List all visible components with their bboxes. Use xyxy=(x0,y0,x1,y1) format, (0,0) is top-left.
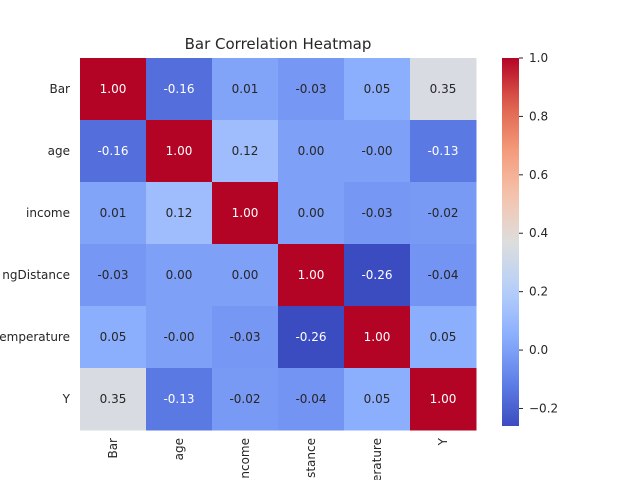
x-tick-label: Bar xyxy=(106,438,120,459)
colorbar-ticks: −0.2 0.0 0.2 0.4 0.6 0.8 1.0 xyxy=(519,51,558,415)
y-axis-labels: Bar age income ngDistance emperature Y xyxy=(0,82,71,406)
heatmap-cell-r4-c1 xyxy=(146,306,213,369)
cell-value-label: -0.03 xyxy=(229,330,260,344)
heatmap-cell-r2-c0 xyxy=(80,182,147,245)
colorbar-tick-label: −0.2 xyxy=(529,401,558,415)
heatmap-cells: 1.00 -0.16 0.01 -0.03 0.05 0.35 -0.16 1.00 0.12 0… xyxy=(80,58,477,431)
x-axis-labels: Bar age ncome stance erature Y xyxy=(106,437,450,480)
heatmap-cell-r1-c5 xyxy=(410,120,477,183)
cell-value-label: 0.35 xyxy=(100,392,127,406)
y-tick-label: Y xyxy=(62,392,71,406)
cell-value-label: 0.00 xyxy=(232,268,259,282)
heatmap-cell-r3-c4 xyxy=(344,244,411,307)
heatmap-cell-r0-c5 xyxy=(410,58,477,121)
colorbar-tick-label: 0.0 xyxy=(529,343,548,357)
cell-value-label: -0.26 xyxy=(295,330,326,344)
cell-value-label: 0.00 xyxy=(298,206,325,220)
heatmap-cell-r5-c1 xyxy=(146,368,213,431)
colorbar-tick-label: 1.0 xyxy=(529,51,548,65)
heatmap-cell-r3-c0 xyxy=(80,244,147,307)
cell-value-label: -0.02 xyxy=(427,206,458,220)
heatmap-cell-r1-c1 xyxy=(146,120,213,183)
x-tick-label: age xyxy=(172,438,186,460)
cell-value-label: 0.05 xyxy=(430,330,457,344)
cell-value-label: -0.16 xyxy=(97,144,128,158)
y-tick-label: ngDistance xyxy=(2,268,70,282)
y-tick-label: Bar xyxy=(49,82,70,96)
cell-value-label: -0.03 xyxy=(361,206,392,220)
heatmap-cell-r4-c0 xyxy=(80,306,147,369)
heatmap-cell-r0-c4 xyxy=(344,58,411,121)
cell-value-label: -0.13 xyxy=(427,144,458,158)
cell-value-label: 1.00 xyxy=(100,82,127,96)
x-tick-label: erature xyxy=(370,438,384,480)
heatmap-cell-r5-c5 xyxy=(410,368,477,431)
heatmap-cell-r4-c4 xyxy=(344,306,411,369)
cell-value-label: 0.00 xyxy=(166,268,193,282)
heatmap-cell-r0-c2 xyxy=(212,58,279,121)
cell-value-label: 0.12 xyxy=(232,144,259,158)
heatmap-cell-r2-c3 xyxy=(278,182,345,245)
colorbar-tick-label: 0.4 xyxy=(529,226,548,240)
x-tick-label: Y xyxy=(436,437,450,446)
x-tick-label: ncome xyxy=(238,438,252,479)
cell-value-label: 1.00 xyxy=(430,392,457,406)
cell-value-label: -0.04 xyxy=(427,268,458,282)
heatmap-cell-r4-c3 xyxy=(278,306,345,369)
heatmap-cell-r2-c4 xyxy=(344,182,411,245)
heatmap-cell-r4-c2 xyxy=(212,306,279,369)
heatmap-cell-r1-c4 xyxy=(344,120,411,183)
x-tick-label: stance xyxy=(304,438,318,478)
cell-value-label: -0.13 xyxy=(163,392,194,406)
y-tick-label: age xyxy=(48,144,70,158)
cell-value-label: 1.00 xyxy=(232,206,259,220)
heatmap-cell-r2-c5 xyxy=(410,182,477,245)
cell-value-label: 0.35 xyxy=(430,82,457,96)
cell-value-label: 1.00 xyxy=(166,144,193,158)
cell-value-label: 1.00 xyxy=(364,330,391,344)
heatmap-cell-r5-c0 xyxy=(80,368,147,431)
cell-value-label: 0.05 xyxy=(364,392,391,406)
cell-value-label: 0.05 xyxy=(364,82,391,96)
colorbar-tick-label: 0.8 xyxy=(529,109,548,123)
heatmap-cell-r5-c2 xyxy=(212,368,279,431)
colorbar-tick-label: 0.2 xyxy=(529,285,548,299)
heatmap-cell-r0-c0 xyxy=(80,58,147,121)
heatmap-cell-r3-c2 xyxy=(212,244,279,307)
colorbar-tick-label: 0.6 xyxy=(529,168,548,182)
cell-value-label: 0.12 xyxy=(166,206,193,220)
cell-value-label: -0.16 xyxy=(163,82,194,96)
heatmap-cell-r1-c2 xyxy=(212,120,279,183)
cell-value-label: 0.05 xyxy=(100,330,127,344)
heatmap-cell-r0-c3 xyxy=(278,58,345,121)
heatmap-cell-r2-c1 xyxy=(146,182,213,245)
heatmap-cell-r4-c5 xyxy=(410,306,477,369)
cell-value-label: -0.00 xyxy=(163,330,194,344)
heatmap-cell-r2-c2 xyxy=(212,182,279,245)
y-tick-label: income xyxy=(26,206,70,220)
heatmap-cell-r3-c5 xyxy=(410,244,477,307)
heatmap-cell-r5-c3 xyxy=(278,368,345,431)
heatmap-cell-r3-c3 xyxy=(278,244,345,307)
heatmap-cell-r0-c1 xyxy=(146,58,213,121)
cell-value-label: -0.03 xyxy=(97,268,128,282)
y-tick-label: emperature xyxy=(0,330,70,344)
cell-value-label: -0.00 xyxy=(361,144,392,158)
colorbar xyxy=(502,58,519,426)
heatmap-cell-r1-c3 xyxy=(278,120,345,183)
cell-value-label: 0.01 xyxy=(100,206,127,220)
chart-title: Bar Correlation Heatmap xyxy=(185,35,372,53)
heatmap-cell-r1-c0 xyxy=(80,120,147,183)
cell-value-label: 0.00 xyxy=(298,144,325,158)
cell-value-label: -0.04 xyxy=(295,392,326,406)
heatmap-cell-r5-c4 xyxy=(344,368,411,431)
heatmap-cell-r3-c1 xyxy=(146,244,213,307)
cell-value-label: 0.01 xyxy=(232,82,259,96)
cell-value-label: -0.02 xyxy=(229,392,260,406)
cell-value-label: -0.03 xyxy=(295,82,326,96)
cell-value-label: -0.26 xyxy=(361,268,392,282)
cell-value-label: 1.00 xyxy=(298,268,325,282)
